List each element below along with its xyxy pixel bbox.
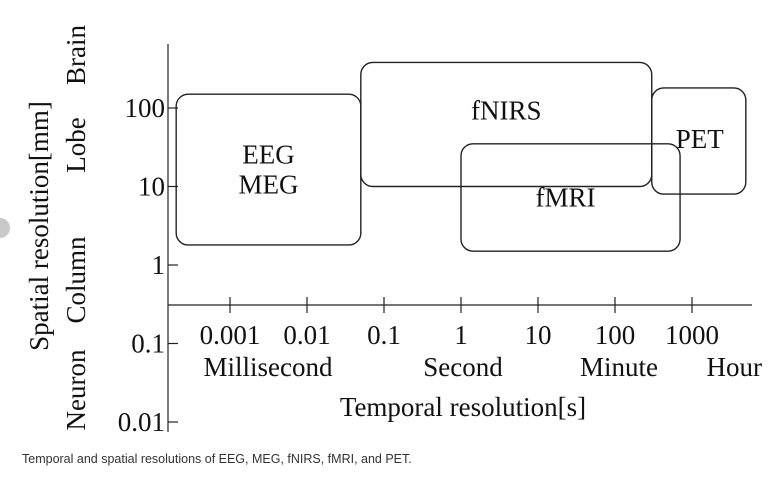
x-category-label: Second bbox=[423, 352, 503, 382]
y-tick-label: 1 bbox=[152, 250, 166, 280]
box-label-line: EEG bbox=[242, 140, 294, 170]
box-label: EEG MEG bbox=[239, 140, 299, 200]
resolution-chart: 100 10 1 0.1 0.01 0.001 0.01 0.1 1 10 100 1000 Milli… bbox=[24, 25, 763, 437]
box-label: fMRI bbox=[536, 182, 596, 212]
y-category-label: Lobe bbox=[61, 117, 91, 172]
range-box bbox=[460, 143, 681, 252]
y-axis-title: Spatial resolution[mm] bbox=[24, 101, 54, 351]
box-label-line: fMRI bbox=[536, 182, 596, 212]
x-tick-label: 100 bbox=[595, 320, 636, 350]
figure-caption: Temporal and spatial resolutions of EEG,… bbox=[22, 452, 412, 466]
y-category-label: Column bbox=[61, 236, 91, 324]
y-category-label: Neuron bbox=[61, 349, 91, 430]
x-tick-label: 10 bbox=[525, 320, 552, 350]
box-label: PET bbox=[676, 124, 725, 154]
box-label-line: PET bbox=[676, 124, 725, 154]
y-tick-label: 10 bbox=[138, 172, 165, 202]
x-category-label: Hour bbox=[707, 352, 763, 382]
y-category-label: Brain bbox=[61, 25, 91, 85]
side-handle bbox=[0, 218, 10, 238]
box-label-line: fNIRS bbox=[471, 95, 542, 125]
y-tick-label: 100 bbox=[125, 93, 166, 123]
x-tick-label: 0.1 bbox=[367, 320, 401, 350]
y-tick-label: 0.1 bbox=[131, 329, 165, 359]
box-label-line: MEG bbox=[239, 170, 299, 200]
x-tick-label: 1000 bbox=[665, 320, 719, 350]
x-category-label: Minute bbox=[580, 352, 658, 382]
x-category-label: Millisecond bbox=[204, 352, 333, 382]
range-box bbox=[651, 87, 747, 195]
x-tick-label: 0.001 bbox=[200, 320, 261, 350]
x-tick-label: 0.01 bbox=[283, 320, 330, 350]
y-tick-label: 0.01 bbox=[118, 407, 165, 437]
x-tick-label: 1 bbox=[454, 320, 468, 350]
box-label: fNIRS bbox=[471, 95, 542, 125]
x-axis-title: Temporal resolution[s] bbox=[340, 392, 586, 422]
